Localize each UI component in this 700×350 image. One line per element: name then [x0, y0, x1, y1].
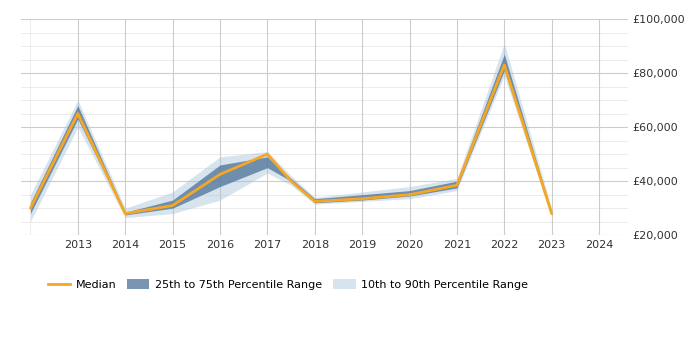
- Legend: Median, 25th to 75th Percentile Range, 10th to 90th Percentile Range: Median, 25th to 75th Percentile Range, 1…: [43, 275, 533, 294]
